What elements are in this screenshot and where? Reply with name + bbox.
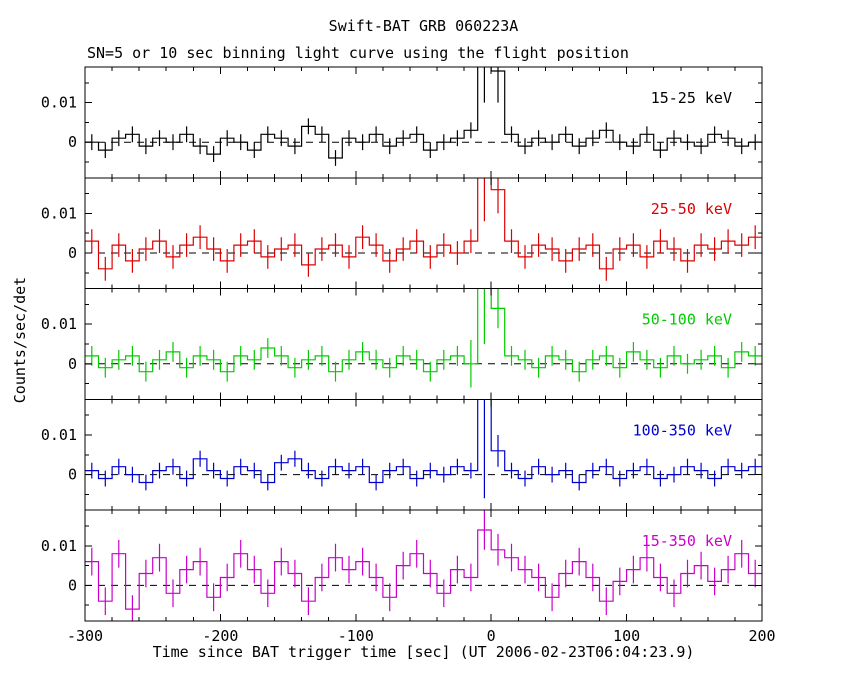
series-50-100-kev [85, 288, 762, 388]
x-axis-label: Time since BAT trigger time [sec] (UT 20… [152, 643, 695, 661]
error-bars [91, 399, 756, 499]
x-tick-label: -200 [202, 627, 238, 645]
y-tick-label: 0.01 [41, 204, 77, 222]
series-100-350-kev [85, 399, 762, 499]
legend-100-350-kev: 100-350 keV [633, 421, 732, 439]
chart-subtitle: SN=5 or 10 sec binning light curve using… [87, 44, 629, 62]
panel-border [84, 398, 763, 511]
y-tick-label: 0 [68, 133, 77, 151]
y-tick-label: 0 [68, 466, 77, 484]
series-25-50-kev [85, 177, 762, 281]
y-tick-label: 0.01 [41, 315, 77, 333]
y-axis-label: Counts/sec/det [11, 276, 29, 404]
chart-title: Swift-BAT GRB 060223A [328, 17, 519, 35]
x-tick-label: -100 [338, 627, 374, 645]
y-tick-label: 0.01 [41, 426, 77, 444]
series-15-25-kev [85, 67, 762, 166]
x-tick-label: 100 [613, 627, 640, 645]
legend-15-350-kev: 15-350 keV [642, 532, 732, 550]
y-tick-label: 0 [68, 244, 77, 262]
panel-border [84, 288, 763, 400]
y-tick-label: 0.01 [41, 94, 77, 112]
legend-15-25-kev: 15-25 keV [651, 89, 732, 107]
legend-25-50-kev: 25-50 keV [651, 200, 732, 218]
series-15-350-kev [85, 510, 762, 622]
panel-border [84, 66, 763, 179]
legend-50-100-kev: 50-100 keV [642, 311, 732, 329]
error-bars [91, 510, 756, 622]
error-bars [91, 177, 756, 281]
y-tick-label: 0.01 [41, 537, 77, 555]
x-tick-label: 0 [487, 627, 496, 645]
y-tick-label: 0 [68, 576, 77, 594]
x-tick-label: -300 [67, 627, 103, 645]
x-tick-label: 200 [748, 627, 775, 645]
error-bars [91, 288, 756, 388]
y-tick-label: 0 [68, 355, 77, 373]
